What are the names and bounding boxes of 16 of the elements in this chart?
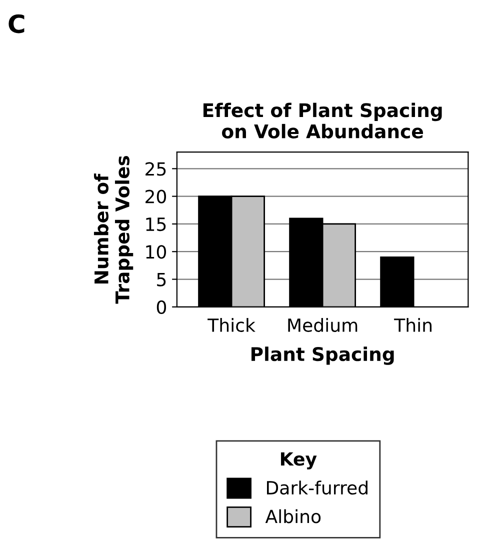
x-tick-label: Thick	[208, 318, 256, 332]
y-tick-label: 10	[146, 245, 166, 259]
y-tick-label: 25	[146, 162, 166, 176]
y-tick-label: 5	[157, 272, 166, 286]
y-tick-label: 0	[156, 300, 166, 314]
x-axis-title: Plant Spacing	[252, 346, 394, 365]
y-tick-label: 15	[146, 218, 166, 232]
x-tick-label: Thin	[394, 318, 432, 332]
legend-label: Albino	[265, 509, 321, 524]
y-tick-label: 20	[146, 190, 166, 204]
legend-title: Key	[281, 452, 317, 470]
x-tick-label: Medium	[288, 318, 358, 332]
y-axis-title: Number of Trapped Voles	[94, 156, 134, 304]
legend-label: Dark-furred	[267, 480, 368, 495]
text: C	[8, 14, 24, 34]
chart-title: Effect of Plant Spacing on Vole Abundance	[203, 102, 442, 138]
